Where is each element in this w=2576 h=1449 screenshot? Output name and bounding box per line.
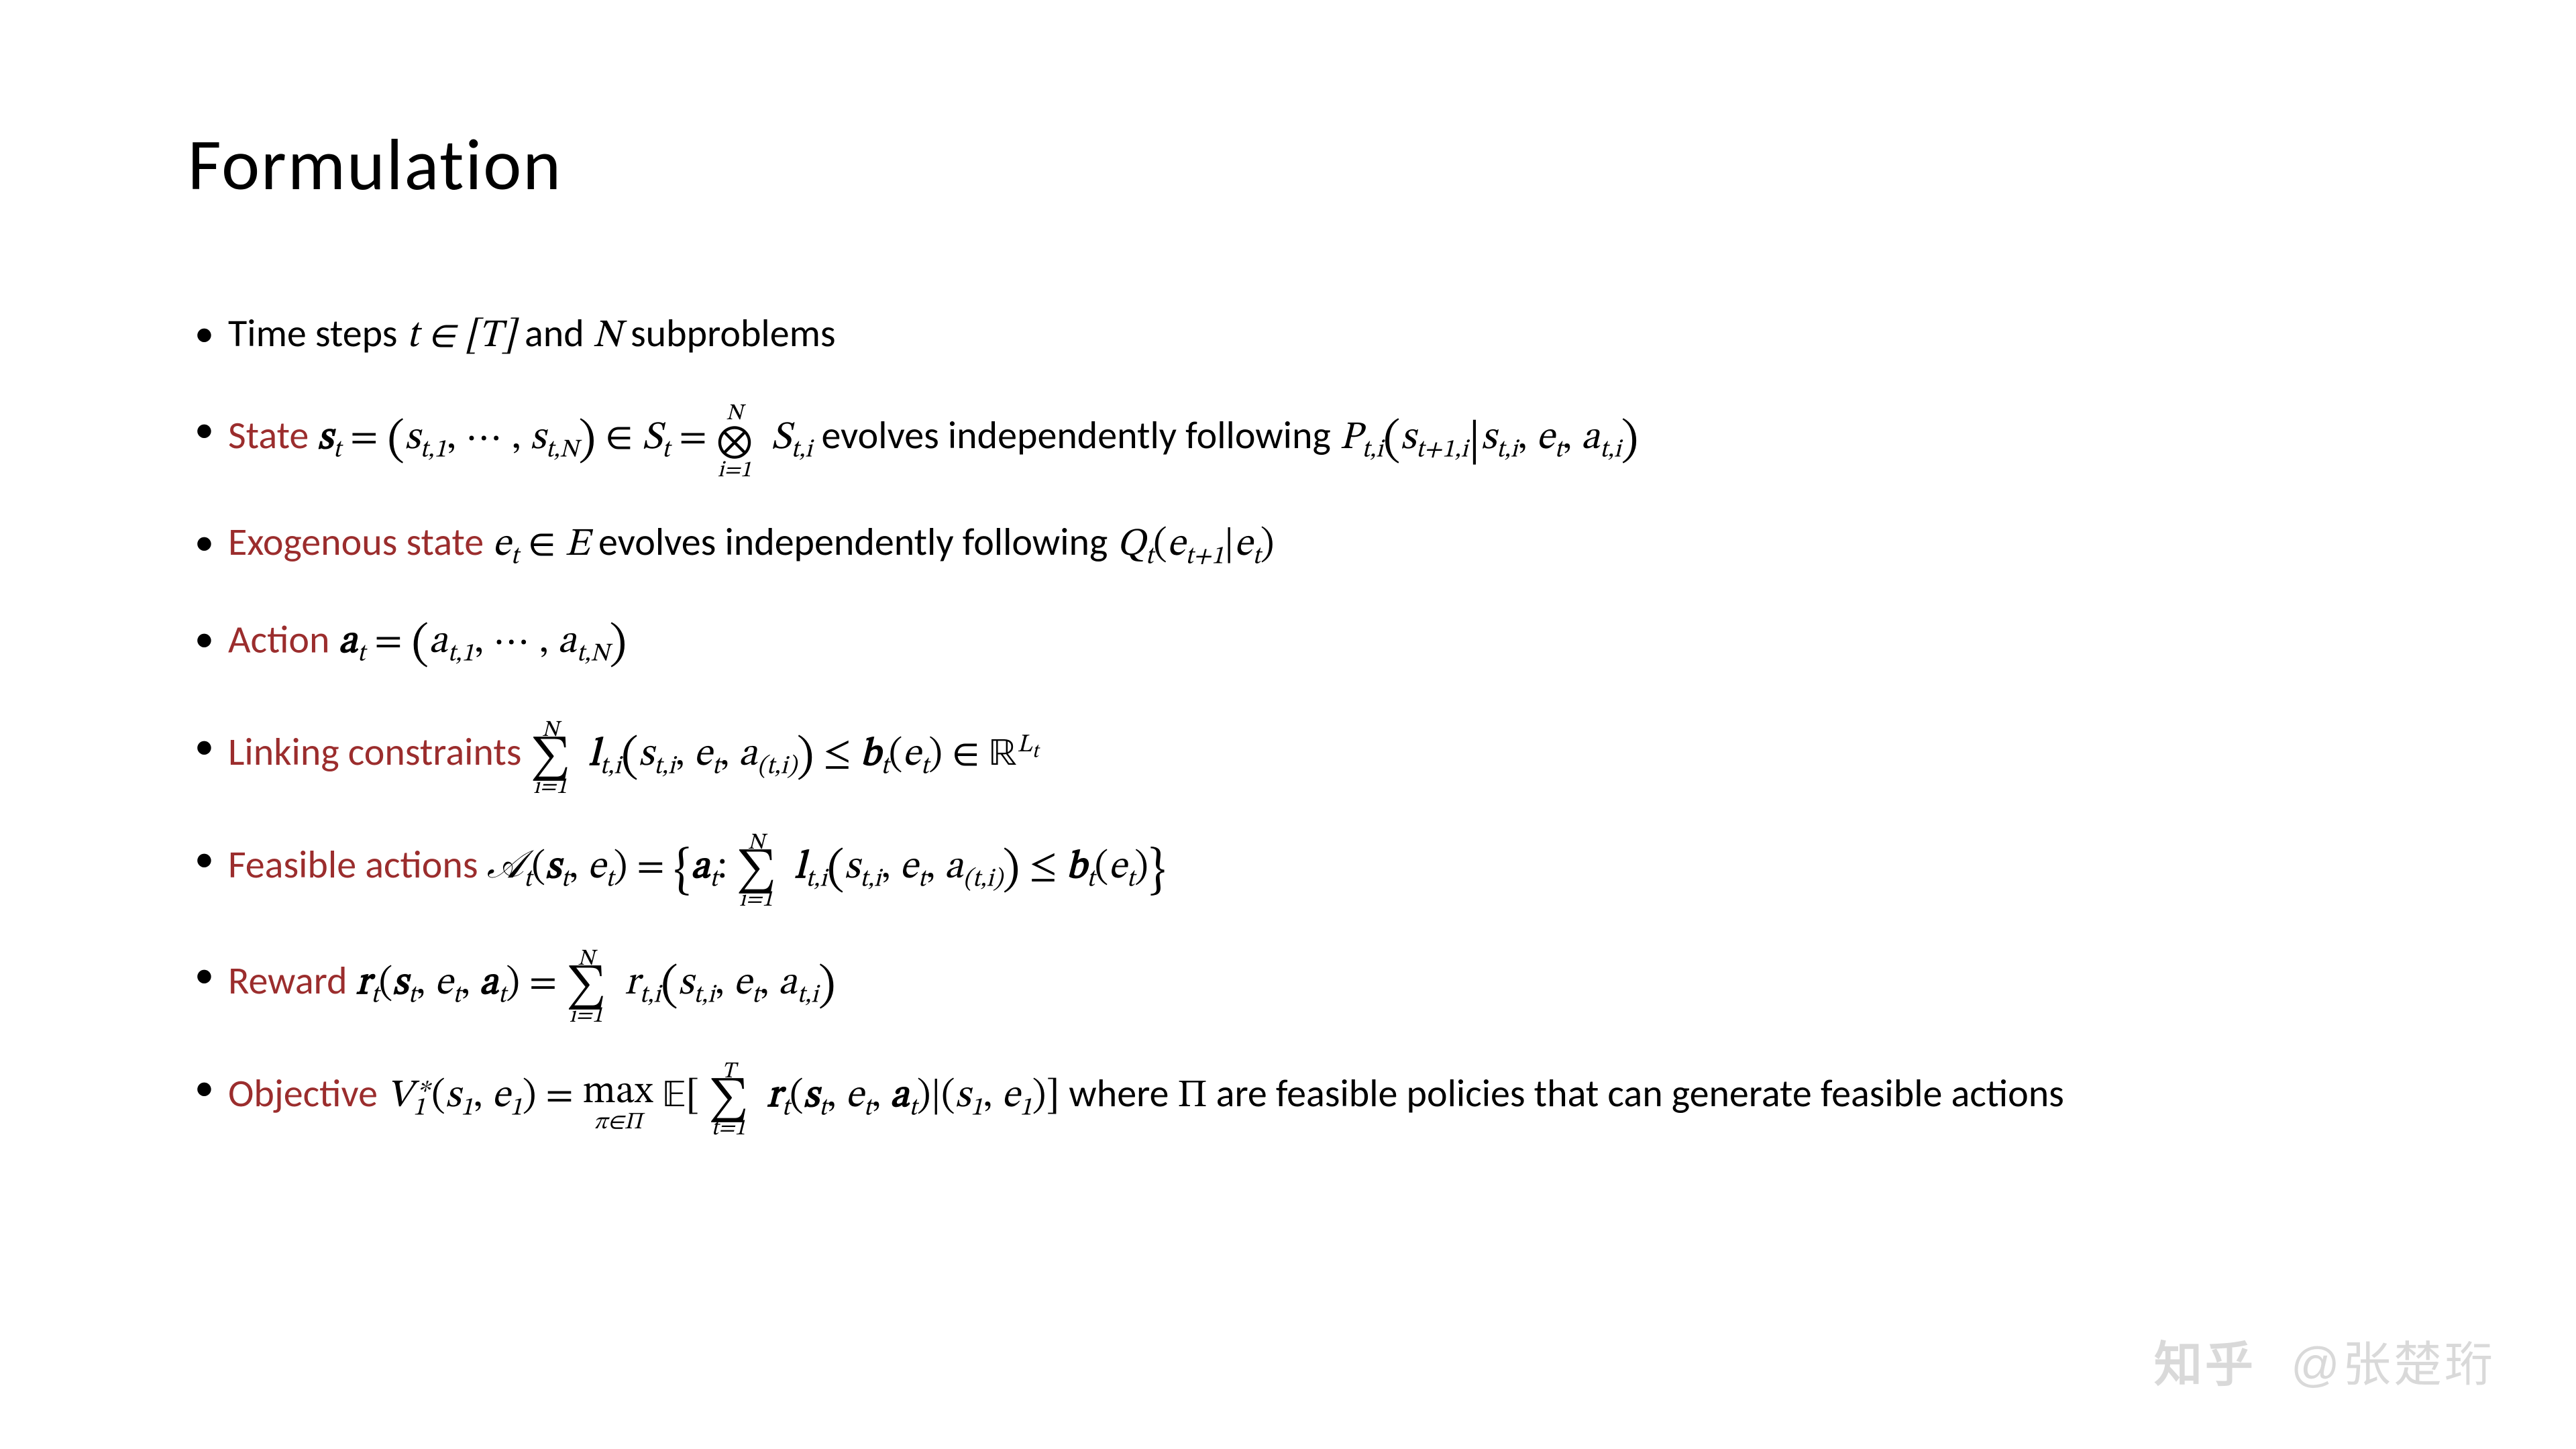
- keyword-state: State: [228, 411, 317, 459]
- max-operator: maxπ∈Π: [583, 1073, 653, 1135]
- keyword-exogenous: Exogenous state: [228, 518, 492, 566]
- bullet-item-3: Exogenous state et ∈ E evolves independe…: [188, 512, 2388, 576]
- text: evolves independently following: [821, 411, 1339, 459]
- math-expr: Π: [1178, 1077, 1208, 1116]
- sum-icon: N∑i=1: [737, 833, 777, 912]
- keyword-objective: Objective: [228, 1069, 386, 1117]
- math-expr: t ∈ [T]: [407, 317, 525, 356]
- bullet-item-7: Reward rt(st, et, at) = N∑i=1 rt,i(st,i,…: [188, 945, 2388, 1025]
- math-expr: rt(st, et, at) = N∑i=1 rt,i(st,i, et, at…: [356, 964, 836, 1003]
- text: where: [1069, 1069, 1177, 1117]
- keyword-reward: Reward: [228, 957, 356, 1004]
- zhihu-logo-text: 知乎: [2154, 1338, 2256, 1392]
- bullet-item-6: Feasible actions 𝒜t(st, et) = {at: N∑i=1…: [188, 828, 2388, 912]
- math-expr: st = (st,1, ⋯ , st,N) ∈ St = N⊗i=1 St,i: [317, 419, 821, 458]
- watermark: 知乎 @张楚珩: [2154, 1325, 2496, 1395]
- math-expr: at = (at,1, ⋯ , at,N): [339, 623, 627, 661]
- slide-container: Formulation Time steps t ∈ [T] and N sub…: [0, 0, 2576, 1449]
- math-expr: 𝒜t(st, et) = {at: N∑i=1 lt,i(st,i, et, a…: [487, 848, 1166, 887]
- bullet-item-2: State st = (st,1, ⋯ , st,N) ∈ St = N⊗i=1…: [188, 399, 2388, 480]
- math-expr: et ∈ E: [492, 525, 598, 564]
- bullet-item-5: Linking constraints N∑i=1 lt,i(st,i, et,…: [188, 716, 2388, 796]
- text: Time steps: [228, 309, 407, 357]
- text: evolves independently following: [598, 518, 1116, 566]
- keyword-feasible: Feasible actions: [228, 841, 487, 888]
- math-expr: Pt,i(st+1,i|st,i, et, at,i): [1340, 419, 1639, 458]
- keyword-linking: Linking constraints: [228, 728, 531, 775]
- math-expr: N∑i=1 lt,i(st,i, et, a(t,i)) ≤ bt(et) ∈ …: [531, 735, 1038, 774]
- sum-icon: N∑i=1: [531, 720, 571, 799]
- text: are feasible policies that can generate …: [1216, 1069, 2064, 1117]
- slide-title: Formulation: [188, 121, 2388, 209]
- bullet-list: Time steps t ∈ [T] and N subproblems Sta…: [188, 303, 2388, 1136]
- text: subproblems: [631, 309, 836, 357]
- watermark-author: @张楚珩: [2291, 1338, 2496, 1392]
- keyword-action: Action: [228, 615, 339, 663]
- math-expr: V1∗(s1, e1) = maxπ∈Π 𝔼[ T∑t=1 rt(st, et,…: [386, 1077, 1069, 1116]
- bullet-item-4: Action at = (at,1, ⋯ , at,N): [188, 608, 2388, 684]
- sum-icon: T∑t=1: [708, 1061, 749, 1140]
- sum-icon: N∑i=1: [566, 949, 606, 1028]
- math-expr: N: [593, 317, 622, 356]
- bullet-item-8: Objective V1∗(s1, e1) = maxπ∈Π 𝔼[ T∑t=1 …: [188, 1057, 2388, 1136]
- text: and: [525, 309, 593, 357]
- bullet-item-1: Time steps t ∈ [T] and N subproblems: [188, 303, 2388, 367]
- tensor-product-icon: N⊗i=1: [716, 403, 753, 482]
- math-expr: Qt(et+1|et): [1116, 525, 1274, 564]
